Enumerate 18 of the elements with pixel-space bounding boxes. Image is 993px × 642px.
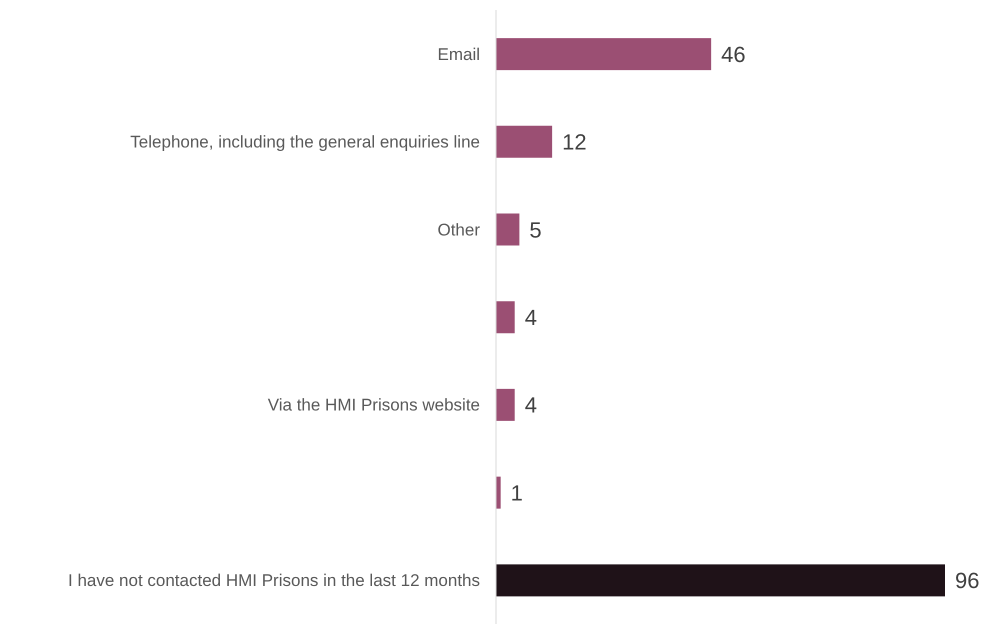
y-tick-label: Email <box>437 44 480 64</box>
data-label: 5 <box>529 217 542 242</box>
data-label: 96 <box>955 568 980 594</box>
data-label: 4 <box>524 392 537 418</box>
y-tick-label: Telephone, including the general enquiries line <box>130 132 480 152</box>
bar <box>496 38 712 70</box>
y-tick-label: I have not contacted HMI Prisons in the last 12 months <box>68 571 480 590</box>
y-tick-label: Other <box>437 220 480 240</box>
y-tick-label: Via the HMI Prisons website <box>268 396 480 415</box>
data-label: 1 <box>510 480 523 506</box>
data-label: 46 <box>721 42 746 67</box>
bar <box>496 213 520 246</box>
data-label: 4 <box>524 305 537 330</box>
bar <box>496 126 552 158</box>
bar <box>496 301 515 334</box>
data-label: 12 <box>562 130 587 155</box>
bar <box>496 564 945 596</box>
bar <box>496 388 515 421</box>
